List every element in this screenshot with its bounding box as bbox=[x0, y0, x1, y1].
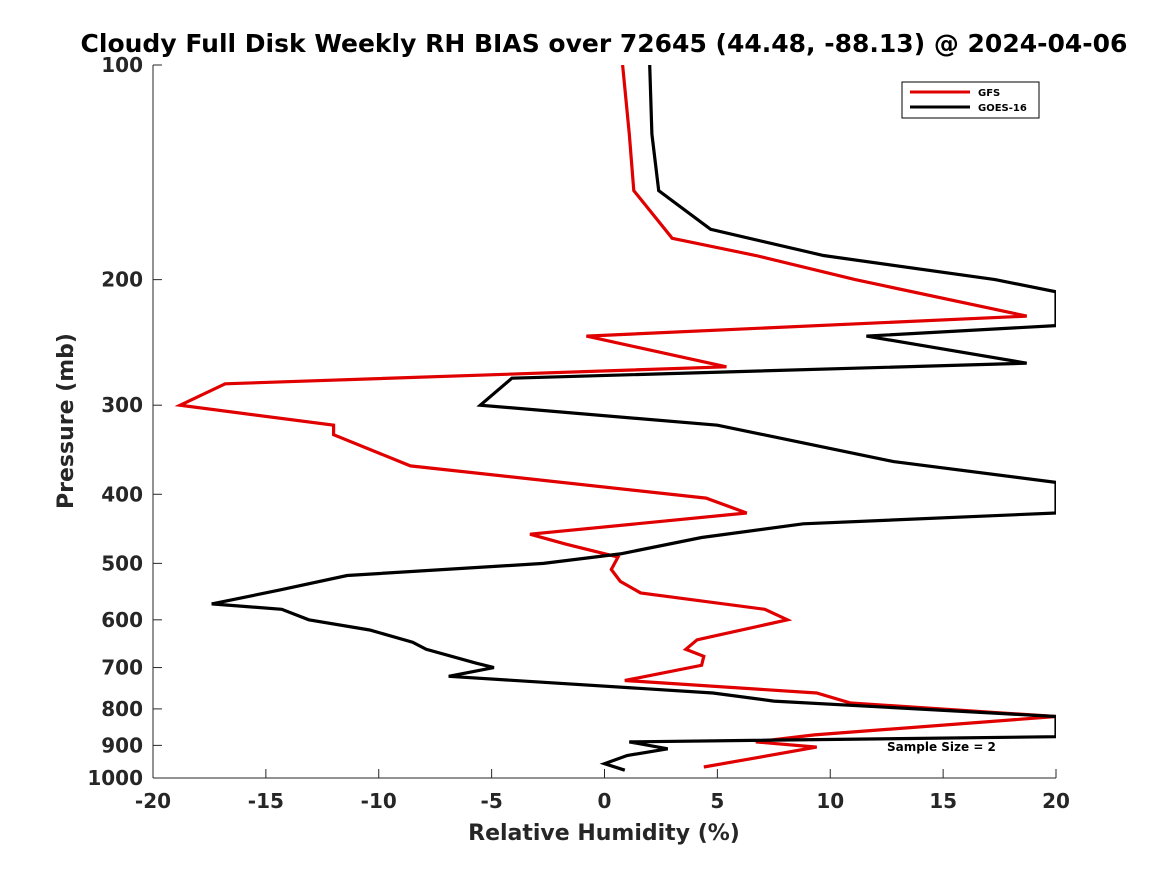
series-lines bbox=[174, 65, 1056, 772]
x-tick-label: 15 bbox=[929, 789, 957, 813]
y-tick-label: 1000 bbox=[87, 766, 143, 790]
x-tick-label: 0 bbox=[598, 789, 612, 813]
x-tick-label: -15 bbox=[248, 789, 284, 813]
y-axis: 100 200 300 400 500 600 700 800 900 1000 bbox=[87, 53, 162, 790]
legend-box bbox=[901, 81, 1040, 119]
y-tick-label: 400 bbox=[101, 482, 143, 506]
y-tick-label: 500 bbox=[101, 551, 143, 575]
x-axis-label: Relative Humidity (%) bbox=[468, 821, 740, 846]
x-tick-label: -10 bbox=[361, 789, 397, 813]
y-tick-label: 700 bbox=[101, 656, 143, 680]
y-tick-label: 600 bbox=[101, 608, 143, 632]
y-tick-label: 900 bbox=[101, 733, 143, 757]
x-axis: -20 -15 -10 -5 0 5 10 15 20 bbox=[135, 769, 1070, 813]
series-line-gfs bbox=[174, 65, 1056, 769]
series-line-goes-16 bbox=[211, 65, 1056, 772]
legend-label: GOES-16 bbox=[978, 103, 1027, 114]
y-tick-label: 100 bbox=[101, 53, 143, 77]
x-tick-label: -20 bbox=[135, 789, 171, 813]
chart-title: Cloudy Full Disk Weekly RH BIAS over 726… bbox=[81, 29, 1128, 58]
y-tick-label: 300 bbox=[101, 393, 143, 417]
x-tick-label: 10 bbox=[816, 789, 844, 813]
y-tick-label: 200 bbox=[101, 268, 143, 292]
legend: GFS GOES-16 bbox=[901, 81, 1040, 119]
sample-size-annotation: Sample Size = 2 bbox=[887, 740, 996, 754]
y-tick-label: 800 bbox=[101, 697, 143, 721]
x-tick-label: -5 bbox=[481, 789, 503, 813]
x-tick-label: 5 bbox=[710, 789, 724, 813]
x-tick-label: 20 bbox=[1042, 789, 1070, 813]
y-axis-label: Pressure (mb) bbox=[54, 333, 79, 509]
legend-label: GFS bbox=[978, 88, 1000, 99]
